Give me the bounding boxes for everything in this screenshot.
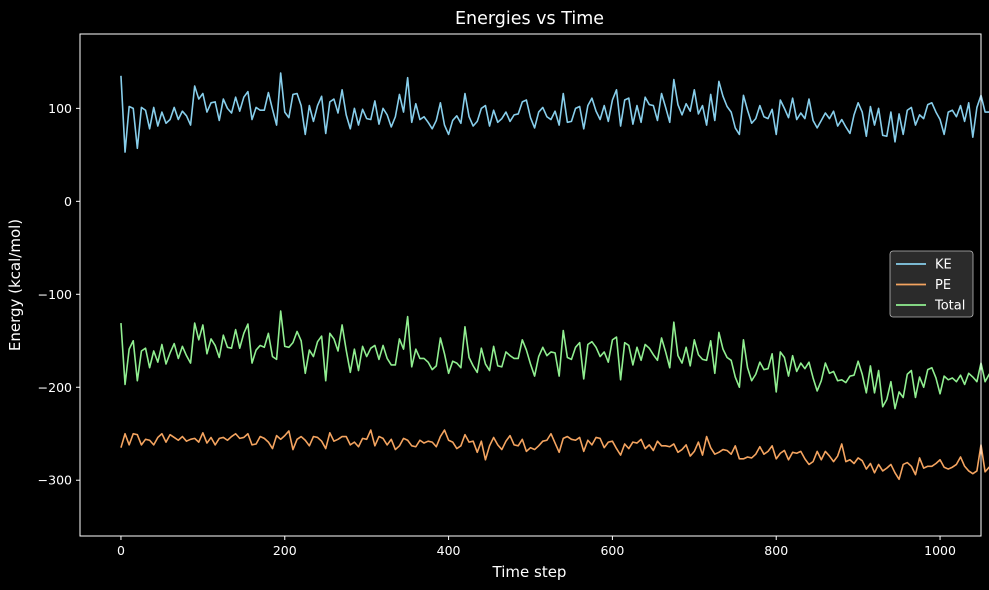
y-tick-label: 100 [48, 101, 72, 116]
legend-label-total: Total [934, 299, 965, 314]
series-line-pe [120, 429, 989, 481]
legend-label-ke: KE [935, 258, 952, 273]
y-tick-label: −200 [38, 380, 72, 395]
y-tick-label: −300 [38, 473, 72, 488]
y-axis-label: Energy (kcal/mol) [6, 219, 24, 351]
y-tick-label: 0 [64, 194, 72, 209]
series-line-total [120, 310, 989, 410]
x-tick-label: 1000 [924, 543, 956, 558]
x-tick-label: 400 [437, 543, 461, 558]
series-layer [120, 72, 989, 481]
y-tick-label: −100 [38, 287, 72, 302]
x-tick-label: 0 [117, 543, 125, 558]
x-tick-label: 800 [764, 543, 788, 558]
axes-frame [79, 33, 982, 537]
series-line-ke [120, 72, 989, 153]
plot-area [79, 33, 989, 537]
x-tick-label: 600 [600, 543, 624, 558]
legend-items: KE PE Total [896, 258, 965, 314]
legend-box [889, 250, 974, 318]
chart-title: Energies vs Time [455, 9, 604, 29]
legend-label-pe: PE [935, 278, 951, 293]
y-axis-ticks: 100 0 −100 −200 −300 [38, 101, 80, 488]
x-tick-label: 200 [273, 543, 297, 558]
x-axis-ticks: 0 200 400 600 800 1000 [117, 536, 956, 558]
x-axis-label: Time step [492, 563, 567, 581]
legend: KE PE Total [889, 250, 974, 318]
